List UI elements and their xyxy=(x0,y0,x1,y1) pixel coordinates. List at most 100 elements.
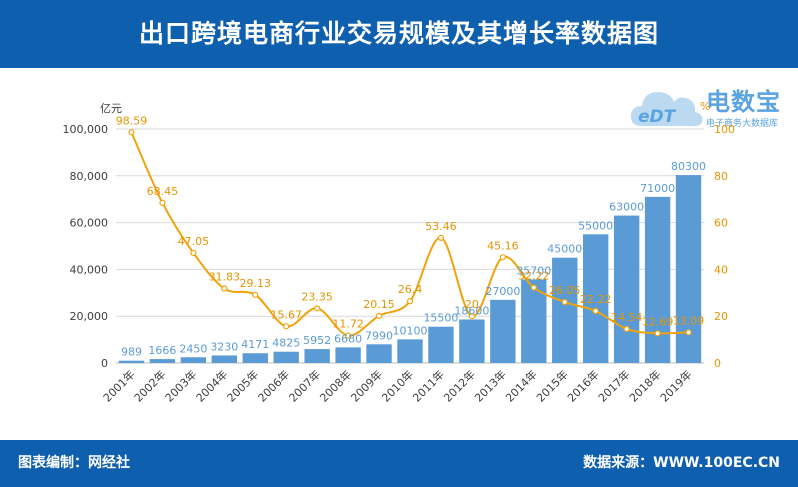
bar-value-label: 3230 xyxy=(210,340,238,353)
line-value-label: 11.72 xyxy=(332,318,364,331)
y-right-tick-label: 20 xyxy=(714,310,728,323)
line-point xyxy=(375,312,383,319)
line-point xyxy=(654,330,661,337)
line-point xyxy=(190,249,197,257)
line-value-label: 15.67 xyxy=(270,308,302,321)
line-point xyxy=(468,313,475,320)
y-left-tick-label: 20,000 xyxy=(70,310,109,323)
bar-value-label: 5952 xyxy=(303,334,331,347)
bar-value-label: 55000 xyxy=(578,219,613,232)
bar xyxy=(459,319,485,363)
header-bar: 出口跨境电商行业交易规模及其增长率数据图 xyxy=(0,0,798,68)
line-point xyxy=(314,305,321,312)
bar xyxy=(118,360,145,363)
line-value-label: 14.54 xyxy=(611,311,643,324)
x-tick-label: 2003年 xyxy=(162,367,199,404)
line-point xyxy=(345,332,352,339)
line-value-label: 29.13 xyxy=(240,277,272,290)
line-point xyxy=(252,291,259,298)
line-series xyxy=(128,129,692,339)
x-tick-label: 2014年 xyxy=(502,367,539,404)
bar xyxy=(211,355,238,363)
page-title: 出口跨境电商行业交易规模及其增长率数据图 xyxy=(138,19,659,48)
bar xyxy=(644,196,671,363)
y-right-unit: % xyxy=(700,100,710,113)
line-value-label: 47.05 xyxy=(178,235,210,248)
line-value-label: 26.05 xyxy=(549,284,581,297)
bar-value-label: 45000 xyxy=(547,243,582,256)
line-point xyxy=(128,129,135,136)
logo-name: 电数宝 xyxy=(706,88,781,116)
line-point xyxy=(437,234,445,242)
bar xyxy=(490,299,516,363)
line-value-label: 20 xyxy=(465,298,479,311)
y-right-tick-label: 60 xyxy=(714,217,728,230)
bar-value-label: 4825 xyxy=(272,337,300,350)
bar-value-label: 10100 xyxy=(393,324,428,337)
bar xyxy=(273,351,299,363)
bar-value-label: 1666 xyxy=(148,344,176,357)
cloud-logo-icon: eDT xyxy=(630,92,703,127)
bar-value-label: 18600 xyxy=(454,304,489,317)
bar-value-label: 6680 xyxy=(334,332,362,345)
line-point xyxy=(499,254,506,261)
line-value-label: 68.45 xyxy=(147,185,179,198)
y-left-tick-label: 80,000 xyxy=(70,170,109,183)
y-right-tick-label: 80 xyxy=(714,170,728,183)
line-point xyxy=(530,284,537,291)
y-right-tick-label: 100 xyxy=(714,123,735,136)
x-tick-label: 2017年 xyxy=(595,367,632,404)
bar xyxy=(335,347,361,363)
logo-subtitle: 电子商务大数据库 xyxy=(706,119,779,129)
line-point xyxy=(685,329,692,336)
bar xyxy=(552,257,578,363)
bar xyxy=(149,359,176,363)
line-value-label: 20.15 xyxy=(363,298,395,311)
line-value-label: 98.59 xyxy=(116,114,148,127)
bar-value-label: 7990 xyxy=(365,329,393,342)
line-point xyxy=(221,285,228,292)
bar-value-label: 27000 xyxy=(485,285,520,298)
x-tick-label: 2011年 xyxy=(410,367,447,404)
line-point xyxy=(406,298,414,305)
bar xyxy=(366,344,392,363)
bar xyxy=(242,353,268,363)
x-tick-label: 2002年 xyxy=(131,367,168,404)
x-tick-label: 2013年 xyxy=(471,367,508,404)
bar xyxy=(613,215,640,363)
line-value-label: 31.83 xyxy=(209,271,241,284)
line-value-label: 23.35 xyxy=(301,290,333,303)
x-tick-label: 2004年 xyxy=(193,367,230,404)
x-tick-label: 2019年 xyxy=(657,367,694,404)
x-tick-label: 2001年 xyxy=(100,367,137,404)
y-left-tick-label: 40,000 xyxy=(70,263,109,276)
bar-value-label: 989 xyxy=(121,346,142,359)
x-tick-label: 2005年 xyxy=(224,367,261,404)
line-value-label: 45.16 xyxy=(487,239,519,252)
line-point xyxy=(623,325,630,333)
line-value-label: 22.22 xyxy=(580,293,612,306)
logo: eDT 电数宝 电子商务大数据库 xyxy=(628,80,793,136)
combo-chart: 0 20,000 40,000 60,000 80,000 100,000 0 20 40 60 8… xyxy=(63,100,736,405)
bar-value-label: 35700 xyxy=(516,264,551,277)
bar xyxy=(180,357,207,363)
bar-value-label: 4171 xyxy=(241,338,269,351)
bar-value-label: 15500 xyxy=(423,312,458,325)
y-left-unit: 亿元 xyxy=(100,102,122,115)
bar xyxy=(582,234,609,363)
bar-value-label: 71000 xyxy=(640,182,675,195)
line-value-label: 26.4 xyxy=(398,283,423,296)
y-left-tick-label: 60,000 xyxy=(70,217,109,230)
line-point xyxy=(159,199,166,206)
line-value-label: 12.69 xyxy=(642,315,674,328)
x-tick-label: 2010年 xyxy=(379,367,416,404)
data-labels: 989 1666 2450 3230 4171 4825 5952 6680 7990 10100… xyxy=(116,114,706,358)
line-value-label: 32.22 xyxy=(518,270,550,283)
line-value-label: 13.09 xyxy=(673,314,705,327)
bar xyxy=(304,349,330,363)
bar xyxy=(397,339,423,363)
line-point xyxy=(561,298,568,306)
line-point xyxy=(592,307,599,315)
y-right-tick-label: 40 xyxy=(714,263,728,276)
x-tick-label: 2009年 xyxy=(348,367,385,404)
